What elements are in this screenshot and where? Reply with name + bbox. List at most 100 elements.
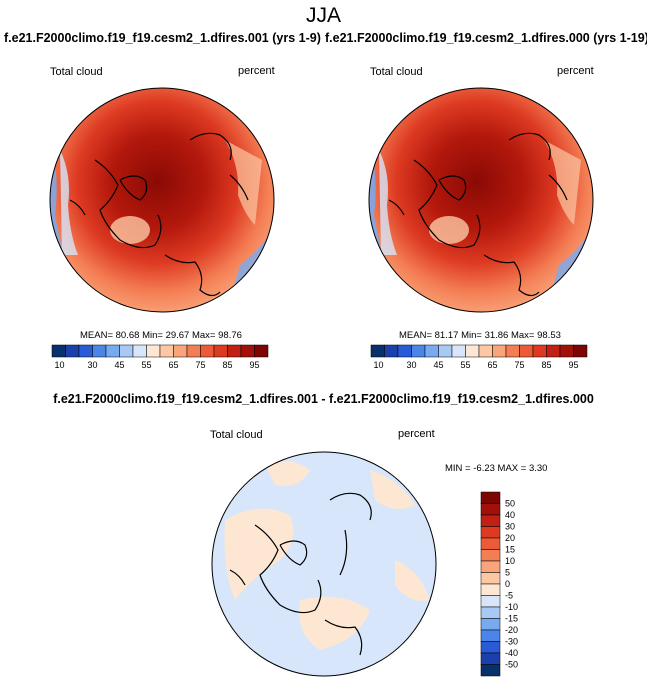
diff-panel-title: f.e21.F2000climo.f19_f19.cesm2_1.dfires.… [53,392,594,406]
panel1-colorbar-box [78,344,93,358]
panel2-colorbar-tick: 75 [514,360,524,370]
panel1-colorbar-tick: 55 [141,360,151,370]
panel1-colorbar-box [240,344,255,358]
diff-colorbar-tick: -50 [505,660,518,670]
panel2-pacific-low [544,140,581,225]
panel1-colorbar-box [119,344,134,358]
diff-colorbar-tick: -30 [505,637,518,647]
panel2-colorbar-tick: 10 [373,360,383,370]
panel1-units: percent [238,65,275,77]
panel2-colorbar-box [370,344,385,358]
diff-positive-west [224,508,294,600]
panel2-map [368,87,594,313]
diff-stats: MIN = -6.23 MAX = 3.30 [445,463,547,474]
diff-max-value: 3.30 [528,463,548,474]
panel1-title: f.e21.F2000climo.f19_f19.cesm2_1.dfires.… [4,31,321,45]
diff-colorbar-tick: 40 [505,510,515,520]
panel1-colorbar-box [105,344,120,358]
diff-colorbar-tick: -10 [505,602,518,612]
panel1-colorbar-box [173,344,188,358]
panel1-max-label: Max= [191,330,216,341]
panel2-max-label: Max= [510,330,535,341]
panel2-coastlines [388,132,568,297]
panel2-colorbar-tick: 95 [568,360,578,370]
season-title: JJA [305,4,341,27]
panel1-colorbar-box [213,344,228,358]
diff-max-label: MAX = [497,463,527,474]
diff-colorbar-tick: 10 [505,556,515,566]
diff-colorbar-box [480,526,501,539]
diff-colorbar-box [480,652,501,665]
panel2-units: percent [557,65,594,77]
panel2-colorbar-tick: 45 [433,360,443,370]
panel1-low-cloud-west-light [60,150,78,255]
panel2-colorbar-box [519,344,534,358]
diff-units: percent [398,428,435,440]
panel2-colorbar-box [411,344,426,358]
panel2-title: f.e21.F2000climo.f19_f19.cesm2_1.dfires.… [325,31,647,45]
diff-colorbar-tick: -15 [505,614,518,624]
panel2-mean-value: 81.17 [434,330,459,341]
diff-positive-north [370,470,415,509]
panel2-field [369,88,593,312]
panel2-colorbar: 10 30 45 55 65 75 85 95 [370,344,588,370]
panel2-mean-label: MEAN= [399,330,432,341]
panel2-colorbar-box [451,344,466,358]
diff-variable: Total cloud [210,429,263,441]
diff-colorbar-box [480,664,501,677]
panel2-colorbar-tick: 85 [541,360,551,370]
diff-positive-top [265,461,310,486]
diff-colorbar-box [480,641,501,654]
diff-coastlines [229,492,372,656]
diff-colorbar-box [480,514,501,527]
panel1-stats: MEAN= 80.68 Min= 29.67 Max= 98.76 [80,330,242,341]
diff-map-border [211,451,437,677]
panel2-colorbar-box [438,344,453,358]
panel2-colorbar-box [384,344,399,358]
panel1-colorbar-box [132,344,147,358]
panel1-colorbar-tick: 30 [87,360,97,370]
panel2-colorbar-box [505,344,520,358]
panel1-colorbar-box [186,344,201,358]
panel1-colorbar-tick: 95 [249,360,259,370]
panel2-map-border [368,87,594,313]
panel2-low-cloud-west-light [379,150,397,255]
panel2-min-label: Min= [461,330,482,341]
panel1-colorbar: 10 30 45 55 65 75 85 95 [51,344,269,370]
panel1-greenland-low [110,216,150,244]
diff-colorbar-box [480,606,501,619]
panel2-min-value: 31.86 [484,330,509,341]
panel2-variable: Total cloud [370,66,423,78]
panel2-colorbar-box [465,344,480,358]
panel2-colorbar-box [478,344,493,358]
panel1-colorbar-tick: 85 [222,360,232,370]
panel1-field [50,88,274,312]
panel1-colorbar-box [65,344,80,358]
diff-colorbar-tick: -40 [505,648,518,658]
diff-colorbar-tick: 50 [505,499,515,509]
panel2-colorbar-box [532,344,547,358]
panel2-colorbar-box [546,344,561,358]
diff-colorbar-box [480,572,501,585]
diff-min-label: MIN = [445,463,471,474]
diff-colorbar-box [480,618,501,631]
panel1-colorbar-box [254,344,269,358]
panel1-map [49,87,275,313]
panel1-colorbar-box [51,344,66,358]
diff-colorbar-box [480,537,501,550]
panel1-colorbar-tick: 65 [168,360,178,370]
diff-map [211,451,437,677]
panel1-min-label: Min= [142,330,163,341]
panel2-colorbar-box [424,344,439,358]
panel1-map-border [49,87,275,313]
diff-colorbar-box [480,629,501,642]
diff-colorbar-tick: 15 [505,545,515,555]
panel2-max-value: 98.53 [537,330,561,341]
panel1-colorbar-tick: 10 [54,360,64,370]
panel1-colorbar-box [200,344,215,358]
panel1-coastlines [69,132,249,297]
panel2-colorbar-tick: 55 [460,360,470,370]
diff-colorbar-tick: 30 [505,522,515,532]
